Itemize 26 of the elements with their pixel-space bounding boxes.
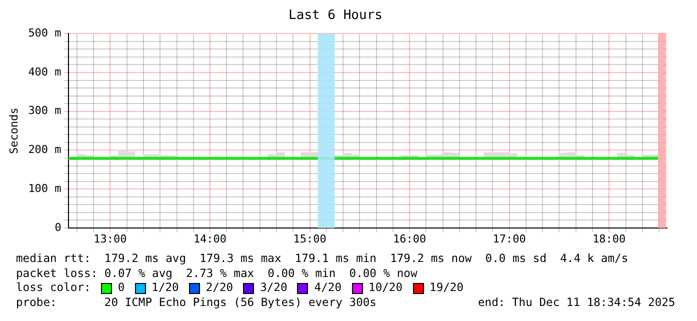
text: packet loss: 0.07 % avg 2.73 % max 0.00 % min 0.00 % now xyxy=(16,266,418,282)
chart-title: Last 6 Hours xyxy=(288,8,382,24)
x-tick-label: 18:00 xyxy=(592,232,626,246)
text: probe: 20 ICMP Echo Pings (56 Bytes) every 300s xyxy=(16,296,376,310)
text: 0 xyxy=(118,281,125,296)
text: 4/20 xyxy=(314,281,342,296)
text: 10/20 xyxy=(368,281,403,296)
text: end: Thu Dec 11 18:34:54 2025 xyxy=(478,296,676,310)
x-tick-label: 13:00 xyxy=(94,232,127,246)
text: 19/20 xyxy=(430,281,464,296)
y-tick-label: 200 m xyxy=(28,143,62,156)
y-tick-label: 300 m xyxy=(28,104,62,118)
text: 2/20 xyxy=(206,281,234,296)
y-axis-title: Seconds xyxy=(7,108,20,154)
x-tick-label: 16:00 xyxy=(393,232,426,246)
text: 3/20 xyxy=(260,281,288,296)
x-tick-label: 17:00 xyxy=(492,232,526,246)
text: loss color: xyxy=(16,281,91,296)
y-tick-label: 0 xyxy=(54,220,62,234)
text: median rtt: 179.2 ms avg 179.3 ms max 179.1 ms min 179.2 ms now 0.0 ms sd 4.4 k am/s xyxy=(16,252,628,267)
y-tick-label: 400 m xyxy=(28,65,62,78)
y-tick-label: 100 m xyxy=(28,182,62,195)
y-tick-label: 500 m xyxy=(28,26,62,40)
x-tick-label: 15:00 xyxy=(293,232,326,246)
text: 1/20 xyxy=(152,281,179,296)
x-tick-label: 14:00 xyxy=(193,232,227,246)
